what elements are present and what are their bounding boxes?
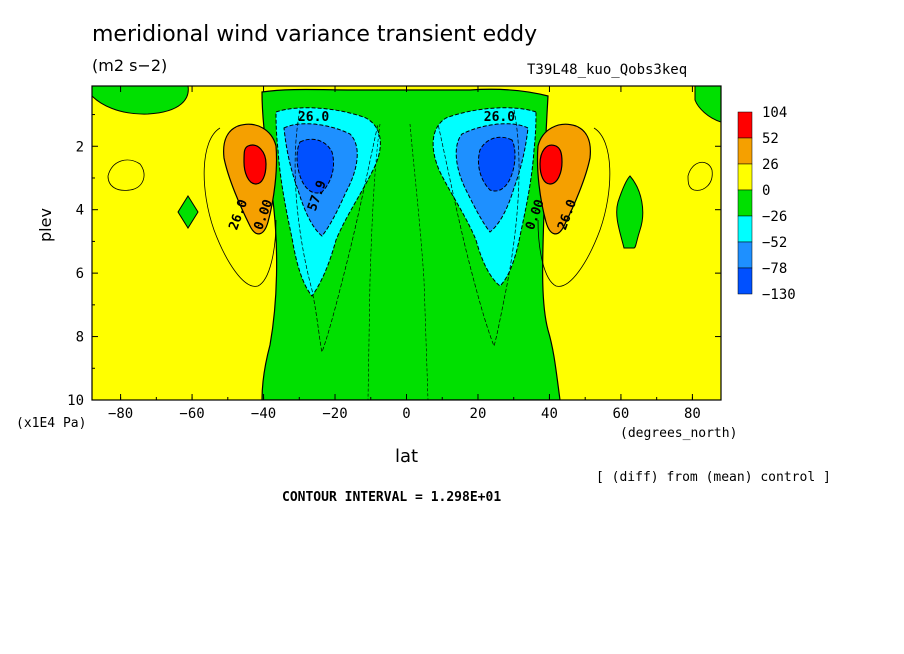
x-tick-label: −40 <box>251 406 276 422</box>
colorbar-label: −130 <box>762 287 796 303</box>
y-axis-units: (x1E4 Pa) <box>16 416 87 431</box>
x-axis-ticks: −80 −60 −40 −20 0 20 40 60 80 <box>108 86 701 422</box>
x-axis-units: (degrees_north) <box>620 426 738 441</box>
chart-title: meridional wind variance transient eddy <box>92 22 538 47</box>
y-tick-label: 4 <box>76 203 84 219</box>
run-id: T39L48_kuo_Qobs3keq <box>527 62 688 78</box>
x-axis-label: lat <box>395 446 419 467</box>
colorbar-label: 52 <box>762 131 779 147</box>
difference-note: [ (diff) from (mean) control ] <box>596 470 831 485</box>
y-tick-label: 6 <box>76 266 84 282</box>
isoline-left-small <box>107 159 145 191</box>
field-minus78-right <box>477 136 516 192</box>
plot-area <box>92 86 721 400</box>
contour-label: 26.0 <box>484 110 515 125</box>
isoline-center-right <box>409 123 429 400</box>
isoline-right-neg <box>437 109 520 348</box>
x-tick-label: 80 <box>684 406 701 422</box>
colorbar-swatch <box>737 267 753 295</box>
x-tick-label: 20 <box>470 406 487 422</box>
colorbar-label: 0 <box>762 183 770 199</box>
x-tick-label: 0 <box>402 406 410 422</box>
field-negative-patch-right <box>616 175 644 249</box>
field-negative-topleft <box>92 86 189 115</box>
x-tick-label: −80 <box>108 406 133 422</box>
colorbar-swatch <box>737 241 753 269</box>
colorbar-label: 26 <box>762 157 779 173</box>
x-tick-label: −20 <box>322 406 347 422</box>
colorbar: 104 52 26 0 −26 −52 −78 −130 <box>737 105 796 303</box>
chart-units: (m2 s−2) <box>92 56 168 75</box>
y-axis-ticks: 2 4 6 8 10 <box>67 114 721 409</box>
isoline-center-left <box>367 123 381 400</box>
isoline-left-neg <box>294 109 379 354</box>
y-tick-label: 8 <box>76 330 84 346</box>
contour-label: 26.0 <box>298 110 329 125</box>
field-plus104-left <box>243 144 267 185</box>
colorbar-label: −52 <box>762 235 787 251</box>
y-tick-label: 10 <box>67 393 84 409</box>
field-plus104-right <box>539 144 563 185</box>
colorbar-swatch <box>737 111 753 139</box>
field-negative-diamond <box>177 195 199 229</box>
isoline-right-outer <box>537 127 611 287</box>
colorbar-label: −78 <box>762 261 787 277</box>
colorbar-swatch <box>737 137 753 165</box>
y-tick-label: 2 <box>76 139 84 155</box>
field-minus78-left <box>296 138 335 194</box>
colorbar-label: −26 <box>762 209 787 225</box>
colorbar-label: 104 <box>762 105 787 121</box>
colorbar-swatch <box>737 189 753 217</box>
x-tick-label: 60 <box>613 406 630 422</box>
colorbar-swatch <box>737 163 753 191</box>
x-tick-label: 40 <box>541 406 558 422</box>
contour-interval: CONTOUR INTERVAL = 1.298E+01 <box>282 490 502 505</box>
x-tick-label: −60 <box>179 406 204 422</box>
isoline-right-small <box>687 162 713 191</box>
isoline-left-outer <box>203 127 277 287</box>
colorbar-swatch <box>737 215 753 243</box>
